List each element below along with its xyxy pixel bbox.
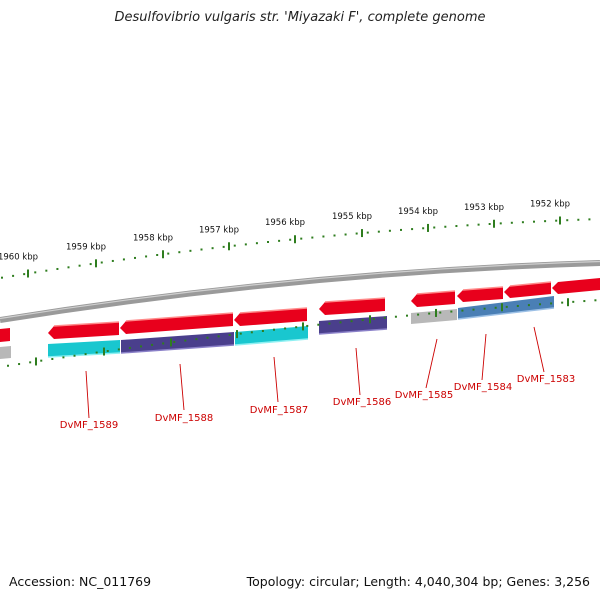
kbp-label: 1952 kbp <box>530 200 570 210</box>
kbp-label: 1958 kbp <box>133 233 173 243</box>
gene-arrow[interactable] <box>48 322 119 339</box>
gene-label[interactable]: DvMF_1588 <box>155 413 213 424</box>
gene-label[interactable]: DvMF_1585 <box>395 390 453 401</box>
gene-label[interactable]: DvMF_1583 <box>517 374 575 385</box>
kbp-label: 1955 kbp <box>332 212 372 222</box>
gene-arrow[interactable] <box>552 278 600 294</box>
inner-scale-ticks <box>7 298 597 367</box>
chromosome-backbone-highlight <box>0 260 600 320</box>
gene-arrow[interactable] <box>411 291 455 307</box>
gene-labels: DvMF_1589 DvMF_1588 DvMF_1587 DvMF_1586 … <box>60 374 575 431</box>
kbp-label: 1957 kbp <box>199 225 239 235</box>
gene-label[interactable]: DvMF_1589 <box>60 420 118 431</box>
gene-arrow[interactable] <box>0 328 10 342</box>
feature-block-grey[interactable] <box>411 309 457 324</box>
gene-arrow[interactable] <box>120 313 233 334</box>
map-title: Desulfovibrio vulgaris str. 'Miyazaki F'… <box>114 10 486 25</box>
forward-strand-genes <box>0 278 600 342</box>
gene-label[interactable]: DvMF_1587 <box>250 405 308 416</box>
outer-scale-ticks <box>1 216 591 279</box>
accession-label: Accession: NC_011769 <box>9 574 152 589</box>
gene-arrow[interactable] <box>457 287 503 302</box>
kbp-label: 1953 kbp <box>464 203 504 213</box>
topology-label: Topology: circular; Length: 4,040,304 bp… <box>246 574 590 589</box>
feature-block-grey[interactable] <box>0 346 11 359</box>
chromosome-backbone <box>0 260 600 323</box>
gene-label[interactable]: DvMF_1586 <box>333 397 391 408</box>
kbp-label: 1960 kbp <box>0 253 38 263</box>
kbp-label: 1956 kbp <box>265 218 305 228</box>
kbp-label: 1959 kbp <box>66 242 106 252</box>
gene-label[interactable]: DvMF_1584 <box>454 382 512 393</box>
kbp-scale-labels: 1960 kbp 1959 kbp 1958 kbp 1957 kbp 1956 kbp… <box>0 200 570 263</box>
gene-leader-lines <box>85 326 545 419</box>
feature-block-purple[interactable] <box>121 332 234 353</box>
feature-block-cyan[interactable] <box>48 340 120 357</box>
gene-arrow[interactable] <box>319 298 385 315</box>
kbp-label: 1954 kbp <box>398 207 438 217</box>
